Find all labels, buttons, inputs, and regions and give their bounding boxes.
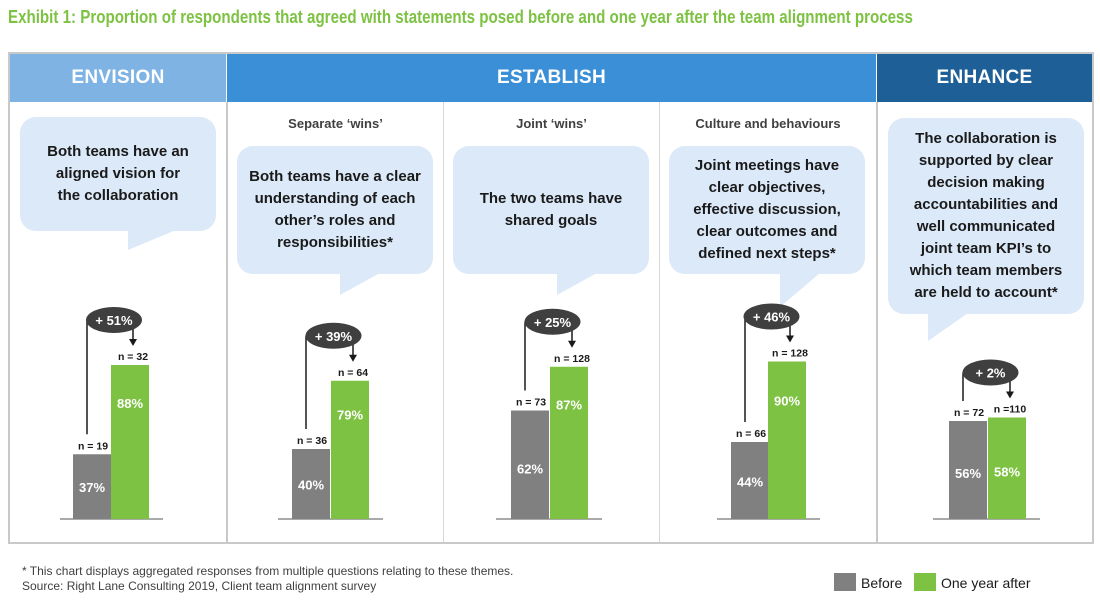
bar-before <box>292 449 330 519</box>
bubble-tail <box>557 273 597 295</box>
bar-before <box>511 410 549 519</box>
divider-establish-1 <box>443 102 444 542</box>
bubble-tail <box>928 313 968 341</box>
subheading-separate-wins: Separate ‘wins’ <box>288 116 383 131</box>
change-label: + 51% <box>95 313 133 328</box>
change-badge <box>743 303 800 330</box>
data-label-after: 88% <box>117 396 143 411</box>
statement-bubble-meetings: Joint meetings have clear objectives, ef… <box>669 146 865 274</box>
data-label-before: 62% <box>517 461 543 476</box>
arrow-head <box>568 340 576 348</box>
n-label-after: n = 128 <box>772 348 808 360</box>
chart-frame <box>8 52 1094 544</box>
arrow-head <box>349 354 357 362</box>
change-label: + 46% <box>753 310 791 325</box>
n-label-after: n = 32 <box>118 351 148 363</box>
subheading-joint-wins: Joint ‘wins’ <box>516 116 587 131</box>
footnote: * This chart displays aggregated respons… <box>22 564 514 578</box>
statement-bubble-roles: Both teams have a clear understanding of… <box>237 146 433 274</box>
divider-establish-enhance <box>876 102 878 542</box>
bar-before <box>731 442 769 519</box>
source-note: Source: Right Lane Consulting 2019, Clie… <box>22 579 377 593</box>
bar-after <box>768 361 806 519</box>
data-label-after: 58% <box>994 464 1020 479</box>
divider-envision-establish <box>226 102 228 542</box>
divider-establish-2 <box>659 102 660 542</box>
n-label-before: n = 19 <box>78 440 108 452</box>
bubble-tail <box>780 273 820 307</box>
data-label-before: 56% <box>955 466 981 481</box>
bubble-tail <box>340 273 380 295</box>
change-badge <box>305 322 362 349</box>
legend-swatch-before <box>834 573 856 591</box>
data-label-before: 37% <box>79 480 105 495</box>
change-label: + 25% <box>534 315 572 330</box>
bar-after <box>111 365 149 519</box>
n-label-before: n = 36 <box>297 435 327 447</box>
change-badge <box>962 359 1019 386</box>
change-label: + 2% <box>976 366 1006 381</box>
change-badge <box>86 307 142 333</box>
statement-bubble-vision: Both teams have an aligned vision for th… <box>20 117 216 231</box>
n-label-after: n = 64 <box>338 367 368 379</box>
statement-bubble-goals: The two teams have shared goals <box>453 146 649 274</box>
data-label-before: 44% <box>737 475 763 490</box>
header-enhance: ENHANCE <box>877 54 1092 102</box>
legend-swatch-after <box>914 573 936 591</box>
bar-after <box>550 366 588 519</box>
header-establish: ESTABLISH <box>227 54 876 102</box>
arrow-head <box>1006 391 1014 399</box>
change-label: + 39% <box>315 329 353 344</box>
header-envision: ENVISION <box>10 54 226 102</box>
chart-title: Exhibit 1: Proportion of respondents tha… <box>8 7 913 27</box>
statement-bubble-collab: The collaboration is supported by clear … <box>888 118 1084 314</box>
bar-before <box>73 454 111 519</box>
n-label-before: n = 66 <box>736 428 766 440</box>
n-label-after: n =110 <box>994 404 1027 416</box>
data-label-before: 40% <box>298 478 324 493</box>
arrow-head <box>786 335 794 343</box>
arrow-head <box>129 339 137 346</box>
n-label-before: n = 72 <box>954 407 984 419</box>
bar-before <box>949 421 987 519</box>
bar-after <box>988 417 1026 519</box>
bar-after <box>331 380 369 519</box>
data-label-after: 90% <box>774 394 800 409</box>
bubble-tail <box>128 230 176 250</box>
n-label-before: n = 73 <box>516 397 546 409</box>
n-label-after: n = 128 <box>554 353 590 365</box>
change-badge <box>524 308 581 335</box>
subheading-culture: Culture and behaviours <box>695 116 841 131</box>
legend-label-before: Before <box>861 575 903 591</box>
legend-label-after: One year after <box>941 575 1031 591</box>
data-label-after: 79% <box>337 407 363 422</box>
data-label-after: 87% <box>556 397 582 412</box>
